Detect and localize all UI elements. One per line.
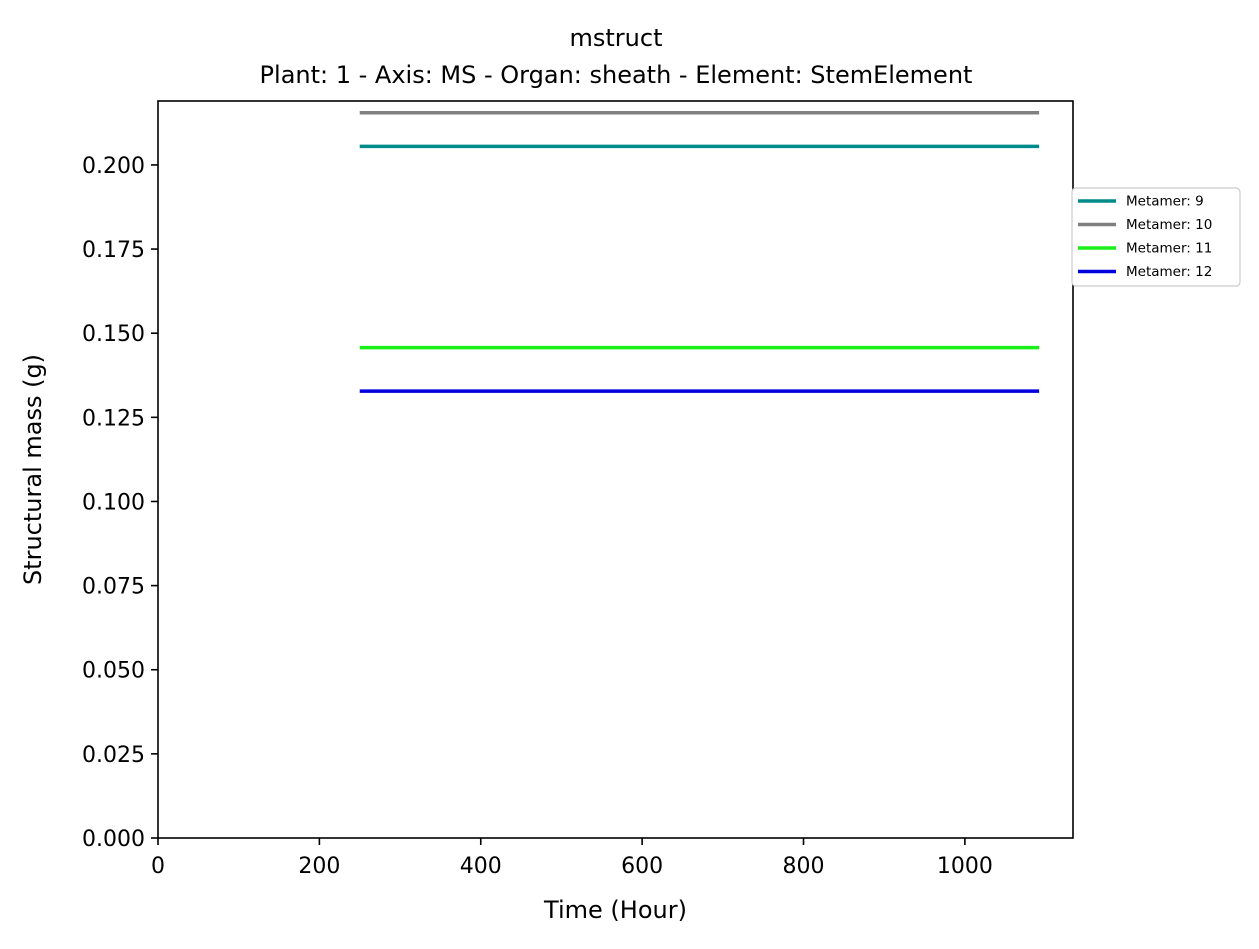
y-tick-label: 0.175 (82, 238, 145, 263)
y-tick-label: 0.200 (82, 154, 145, 179)
legend-label: Metamer: 9 (1126, 194, 1204, 210)
y-tick-label: 0.075 (82, 575, 145, 600)
legend-label: Metamer: 12 (1126, 264, 1212, 280)
y-tick-label: 0.025 (82, 743, 145, 768)
x-tick-label: 0 (151, 854, 165, 879)
y-tick-label: 0.050 (82, 659, 145, 684)
x-tick-label: 200 (298, 854, 340, 879)
x-axis-label: Time (Hour) (543, 896, 687, 924)
legend: Metamer: 9 Metamer: 10 Metamer: 11 Metamer:… (1071, 187, 1241, 287)
y-tick-label: 0.125 (82, 406, 145, 431)
legend-box (1071, 187, 1241, 287)
chart-subtitle: Plant: 1 - Axis: MS - Organ: sheath - El… (260, 61, 973, 89)
x-tick-label: 800 (783, 854, 825, 879)
legend-items: Metamer: 9 Metamer: 10 Metamer: 11 Metamer:… (1078, 194, 1212, 280)
y-axis-label: Structural mass (g) (19, 354, 47, 585)
series-layer (359, 111, 1040, 393)
legend-label: Metamer: 10 (1126, 217, 1212, 233)
x-tick-label: 1000 (937, 854, 993, 879)
y-tick-label: 0.000 (82, 827, 145, 852)
legend-label: Metamer: 11 (1126, 241, 1212, 257)
x-axis: 0 200 400 600 800 1000 (151, 838, 993, 879)
plot-area-frame (157, 100, 1074, 839)
y-tick-label: 0.100 (82, 490, 145, 515)
chart-title: mstruct (570, 24, 663, 52)
y-tick-label: 0.150 (82, 322, 145, 347)
y-axis: 0.000 0.025 0.050 0.075 0.100 0.125 0.150 0.175… (82, 154, 158, 852)
x-tick-label: 600 (621, 854, 663, 879)
x-tick-label: 400 (460, 854, 502, 879)
